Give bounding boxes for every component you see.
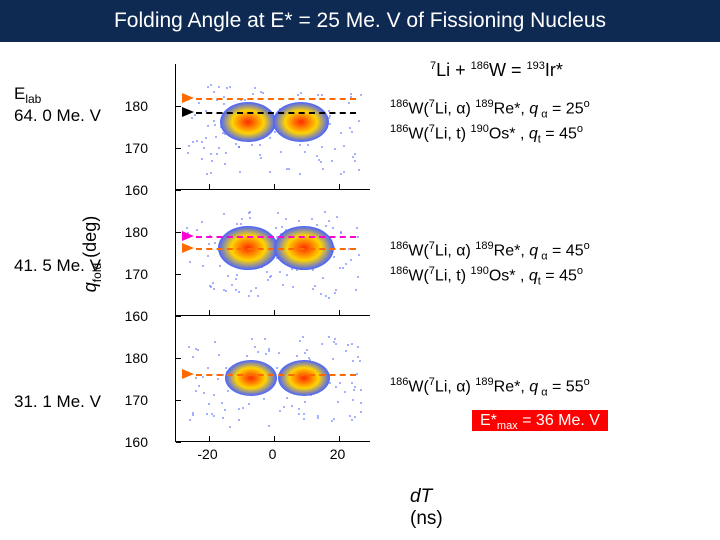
title-bar: Folding Angle at E* = 25 Me. V of Fissio… [0,0,720,42]
content-area: Elab 64. 0 Me. V 41. 5 Me. V 31. 1 Me. V… [0,42,720,540]
page-title: Folding Angle at E* = 25 Me. V of Fissio… [114,9,606,33]
annotation-1: 186W(7Li, α) 189Re*, q α = 45o186W(7Li, … [390,240,590,289]
panel-1: 160170180 [175,190,370,316]
panel-2: 160170180 [175,316,370,442]
highlight-content: E*max = 36 Me. V [472,410,608,431]
energy-row-1: 41. 5 Me. V [14,256,134,276]
elab-pre: E [14,84,25,103]
panel-0: 160170180 [175,64,370,190]
reaction-header: 7Li + 186W = 193Ir* [430,60,563,81]
energy-row-2: 31. 1 Me. V [14,392,134,412]
y-axis-label: qfold (deg) [80,216,104,292]
elab-sub: lab [25,92,41,106]
x-tick-labels: -20020 [175,446,370,460]
energy-row-0: 64. 0 Me. V [14,106,134,126]
highlight-box: E*max = 36 Me. V [472,412,608,432]
annotation-2: 186W(7Li, α) 189Re*, q α = 55o [390,376,590,401]
annotation-0: 186W(7Li, α) 189Re*, q α = 25o186W(7Li, … [390,98,590,147]
panel-stack: qfold (deg) 160170180 160170180 16017018… [160,64,370,508]
x-axis-label: dT (ns) [410,486,443,530]
elab-label: Elab [14,84,134,106]
